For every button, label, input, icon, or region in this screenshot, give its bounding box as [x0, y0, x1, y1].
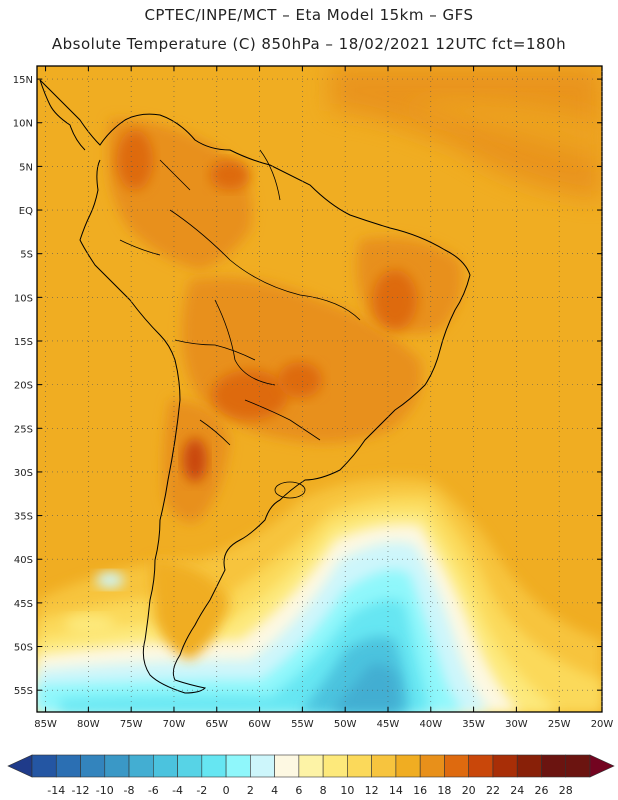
colorbar-tick-label: 24	[510, 784, 524, 797]
lon-label: 35W	[462, 719, 485, 730]
lat-label: 55S	[14, 686, 33, 697]
lat-label: 40S	[14, 555, 33, 566]
map-frame	[36, 65, 603, 713]
colorbar-tick-label: -4	[172, 784, 183, 797]
colorbar-swatch	[347, 754, 372, 778]
colorbar-tick-label: 28	[559, 784, 573, 797]
lon-label: 65W	[205, 719, 228, 730]
colorbar-tick-label: 26	[534, 784, 548, 797]
colorbar-swatch	[31, 754, 57, 778]
lon-label: 75W	[120, 719, 143, 730]
colorbar-tick-label: -6	[148, 784, 159, 797]
longitude-labels: 85W 80W 75W 70W 65W 60W 55W 50W 45W 40W 35W 30W 25W 2…	[34, 719, 613, 730]
colorbar-swatch	[322, 754, 348, 778]
colorbar-tick-label: -14	[47, 784, 65, 797]
lat-label: 35S	[14, 512, 33, 523]
lat-label: 5S	[20, 250, 33, 261]
colorbar-swatch	[128, 754, 154, 778]
lat-label: 10N	[13, 119, 33, 130]
colorbar-swatch	[153, 754, 178, 778]
lat-label: 15N	[13, 75, 33, 86]
lon-label: 30W	[505, 719, 528, 730]
lon-label: 70W	[163, 719, 186, 730]
colorbar-swatch	[541, 754, 567, 778]
colorbar-arrow-low	[7, 754, 33, 778]
title-line-1: CPTEC/INPE/MCT – Eta Model 15km – GFS	[144, 6, 474, 24]
lat-label: EQ	[19, 206, 33, 217]
colorbar-swatch	[80, 754, 106, 778]
colorbar-swatch	[177, 754, 203, 778]
lon-label: 60W	[248, 719, 271, 730]
colorbar-tick-label: 8	[320, 784, 327, 797]
lat-label: 30S	[14, 468, 33, 479]
title-line-2: Absolute Temperature (C) 850hPa – 18/02/…	[51, 35, 567, 53]
colorbar-tick-label: 18	[437, 784, 451, 797]
lon-label: 85W	[34, 719, 57, 730]
colorbar-swatch	[250, 754, 275, 778]
colorbar-tick-label: -12	[72, 784, 90, 797]
lat-label: 45S	[14, 599, 33, 610]
colorbar-swatch	[468, 754, 494, 778]
lat-label: 50S	[14, 643, 33, 654]
coastline	[39, 79, 471, 694]
colorbar-tick-label: 14	[389, 784, 403, 797]
colorbar-tick-label: 0	[223, 784, 230, 797]
colorbar-swatch	[419, 754, 445, 778]
colorbar-tick-label: -2	[196, 784, 207, 797]
lon-label: 80W	[77, 719, 100, 730]
lon-label: 50W	[334, 719, 357, 730]
colorbar-tick-label: -8	[124, 784, 135, 797]
colorbar-swatch	[274, 754, 300, 778]
colorbar-tick-label: 10	[340, 784, 354, 797]
colorbar-swatch	[444, 754, 469, 778]
colorbar-swatch	[371, 754, 397, 778]
colorbar-tick-label: 4	[271, 784, 278, 797]
colorbar-tick-label: -10	[96, 784, 114, 797]
colorbar-tick-label: 22	[486, 784, 500, 797]
lon-label: 20W	[591, 719, 614, 730]
colorbar-swatch	[104, 754, 130, 778]
lon-label: 25W	[548, 719, 571, 730]
lat-label: 20S	[14, 381, 33, 392]
lon-label: 45W	[377, 719, 400, 730]
colorbar-swatch	[225, 754, 251, 778]
temperature-field	[37, 66, 602, 712]
lon-label: 55W	[291, 719, 314, 730]
colorbar: -14 -12 -10 -8 -6 -4 -2 0 2 4 6 8 10 12 14 16 18 20 22 24 26…	[7, 754, 615, 797]
colorbar-swatch	[565, 754, 591, 778]
colorbar-tick-label: 2	[247, 784, 254, 797]
colorbar-tick-label: 16	[413, 784, 427, 797]
lat-label: 5N	[19, 162, 33, 173]
colorbar-arrow-high	[589, 754, 615, 778]
colorbar-tick-label: 12	[365, 784, 379, 797]
temperature-map: 15N 10N 5N EQ 5S 10S 15S 20S 25S 30S 35S 40S 45S 50S 5…	[13, 65, 613, 730]
country-borders	[119, 149, 361, 499]
colorbar-swatch	[516, 754, 542, 778]
lat-label: 10S	[14, 293, 33, 304]
graticule	[37, 66, 603, 712]
lat-label: 25S	[14, 424, 33, 435]
colorbar-tick-label: 20	[462, 784, 476, 797]
colorbar-swatch	[201, 754, 227, 778]
latitude-labels: 15N 10N 5N EQ 5S 10S 15S 20S 25S 30S 35S 40S 45S 50S 5…	[13, 75, 33, 697]
colorbar-swatch	[492, 754, 518, 778]
colorbar-swatch	[395, 754, 421, 778]
lat-label: 15S	[14, 337, 33, 348]
lon-label: 40W	[419, 719, 442, 730]
colorbar-tick-label: 6	[295, 784, 302, 797]
colorbar-swatch	[298, 754, 324, 778]
colorbar-swatch	[55, 754, 81, 778]
